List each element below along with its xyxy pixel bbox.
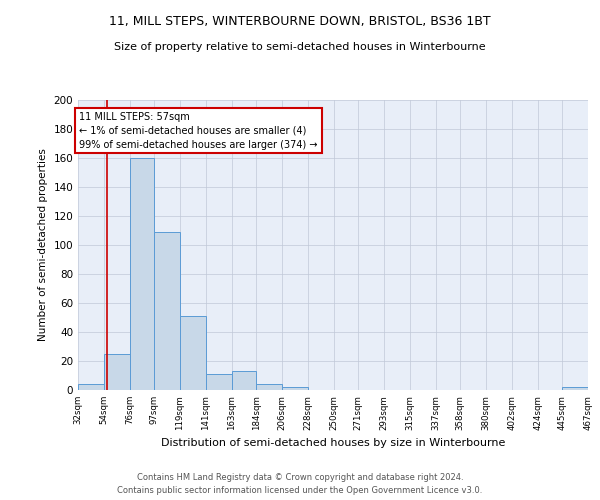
Text: 11 MILL STEPS: 57sqm
← 1% of semi-detached houses are smaller (4)
99% of semi-de: 11 MILL STEPS: 57sqm ← 1% of semi-detach…	[79, 112, 317, 150]
X-axis label: Distribution of semi-detached houses by size in Winterbourne: Distribution of semi-detached houses by …	[161, 438, 505, 448]
Bar	[104, 354, 130, 390]
Y-axis label: Number of semi-detached properties: Number of semi-detached properties	[38, 148, 48, 342]
Bar	[562, 387, 588, 390]
Bar	[78, 384, 104, 390]
Bar	[206, 374, 232, 390]
Text: Size of property relative to semi-detached houses in Winterbourne: Size of property relative to semi-detach…	[114, 42, 486, 52]
Bar	[256, 384, 282, 390]
Bar	[232, 371, 256, 390]
Bar	[282, 387, 308, 390]
Bar	[154, 232, 180, 390]
Text: Contains HM Land Registry data © Crown copyright and database right 2024.
Contai: Contains HM Land Registry data © Crown c…	[118, 474, 482, 495]
Bar	[180, 316, 206, 390]
Text: 11, MILL STEPS, WINTERBOURNE DOWN, BRISTOL, BS36 1BT: 11, MILL STEPS, WINTERBOURNE DOWN, BRIST…	[109, 15, 491, 28]
Bar	[130, 158, 154, 390]
